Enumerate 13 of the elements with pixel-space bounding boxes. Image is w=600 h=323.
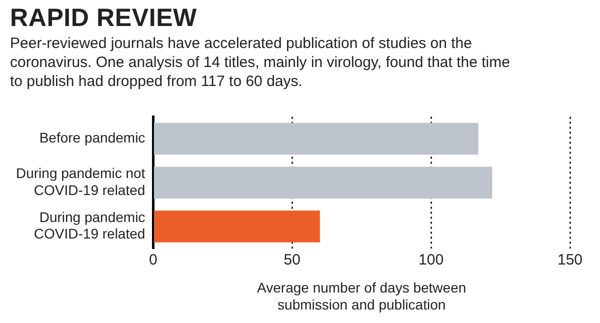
x-tick-label: 50 <box>284 252 300 269</box>
y-tick-label: Before pandemic <box>39 130 146 146</box>
bar <box>154 122 478 155</box>
y-tick-label: During pandemic not COVID-19 related <box>16 165 146 198</box>
x-tick-label: 100 <box>418 252 444 269</box>
bar <box>154 210 320 242</box>
chart-title: RAPID REVIEW <box>10 4 197 33</box>
chart-subtitle: Peer-reviewed journals have accelerated publication of studies on the coronavirus. One analysis of 14 titles, mainly in virology, found that the time to publish had dropped from 117 to 60 days. <box>10 34 510 91</box>
x-tick-label: 150 <box>557 252 583 269</box>
x-tick-label: 0 <box>149 252 158 269</box>
bar <box>154 166 492 198</box>
x-axis-title: Average number of days between submission and publication <box>257 280 466 312</box>
y-tick-label: During pandemic COVID-19 related <box>34 208 146 242</box>
